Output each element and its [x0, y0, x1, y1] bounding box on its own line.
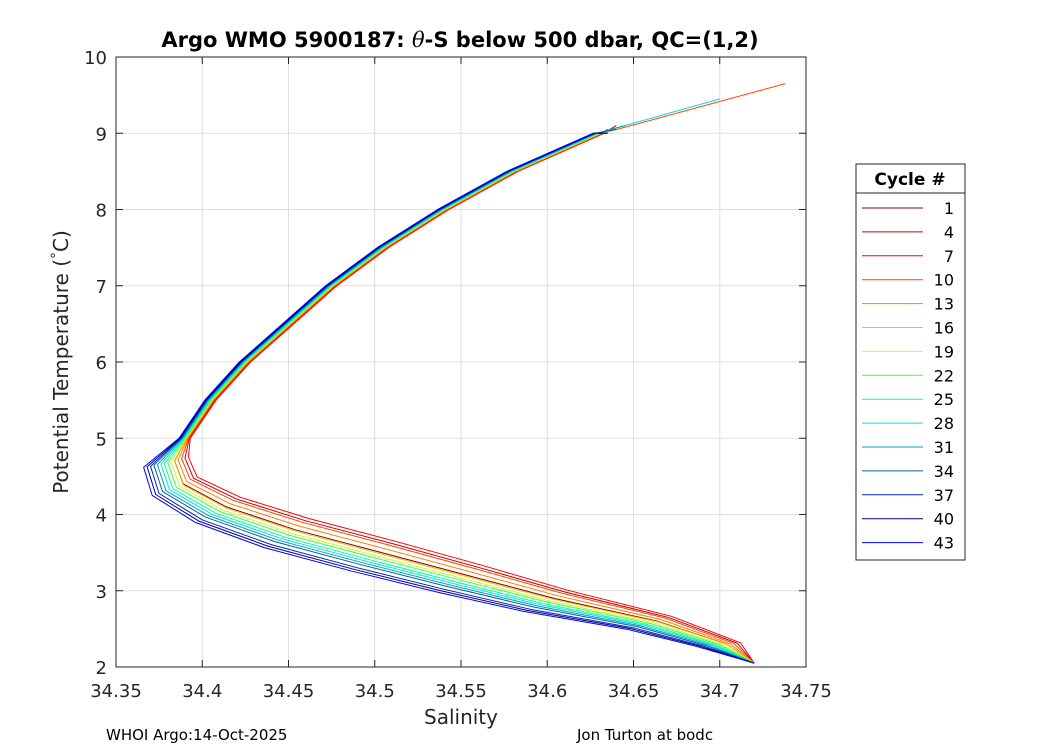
- x-axis-label: Salinity: [424, 705, 498, 729]
- series-lines: [143, 83, 786, 664]
- legend: Cycle # 1 4 7 10 13 16 19 22 25 28 31 34 37 40 43: [855, 163, 966, 561]
- x-tick-label: 34.4: [182, 681, 222, 702]
- y-tick-label: 6: [96, 353, 107, 374]
- y-tick-label: 9: [96, 124, 107, 145]
- y-tick-label: 4: [96, 506, 107, 527]
- legend-entries: 1 4 7 10 13 16 19 22 25 28 31 34 37 40 43: [862, 199, 954, 553]
- legend-label-cycle-25: 25: [934, 390, 954, 409]
- footer-source: WHOI Argo:14-Oct-2025: [106, 726, 288, 744]
- x-tick-label: 34.6: [527, 681, 567, 702]
- legend-label-cycle-40: 40: [934, 510, 954, 529]
- series-line-cycle-7: [188, 129, 755, 664]
- chart-title: Argo WMO 5900187: θ-S below 500 dbar, QC…: [161, 28, 758, 52]
- y-tick-label: 5: [96, 429, 107, 450]
- series-line-cycle-43: [143, 132, 755, 664]
- x-tick-label: 34.65: [608, 681, 660, 702]
- legend-label-cycle-37: 37: [934, 486, 954, 505]
- y-tick-labels: 2 3 4 5 6 7 8 9 10: [84, 48, 107, 679]
- legend-label-cycle-31: 31: [934, 438, 954, 457]
- x-tick-label: 34.75: [780, 681, 832, 702]
- y-tick-label: 10: [84, 48, 107, 69]
- x-tick-label: 34.35: [90, 681, 142, 702]
- legend-label-cycle-19: 19: [934, 342, 954, 361]
- x-tick-label: 34.45: [263, 681, 315, 702]
- y-tick-label: 3: [96, 582, 107, 603]
- legend-label-cycle-16: 16: [934, 319, 954, 338]
- legend-label-cycle-1: 1: [944, 199, 954, 218]
- y-tick-label: 7: [96, 277, 107, 298]
- x-tick-label: 34.7: [700, 681, 740, 702]
- legend-box: [855, 163, 966, 561]
- legend-label-cycle-4: 4: [944, 223, 954, 242]
- legend-label-cycle-22: 22: [934, 366, 954, 385]
- legend-label-cycle-28: 28: [934, 414, 954, 433]
- x-tick-label: 34.55: [435, 681, 487, 702]
- legend-title: Cycle #: [874, 170, 945, 190]
- footer-author: Jon Turton at bodc: [577, 726, 714, 744]
- axis-ticks: [115, 56, 807, 668]
- x-tick-label: 34.5: [355, 681, 395, 702]
- legend-label-cycle-7: 7: [944, 247, 954, 266]
- legend-label-cycle-10: 10: [934, 271, 954, 290]
- y-axis-label: Potential Temperature (°C): [49, 230, 73, 494]
- grid-lines: [116, 57, 806, 667]
- legend-label-cycle-13: 13: [934, 295, 954, 314]
- legend-label-cycle-34: 34: [934, 462, 954, 481]
- y-tick-label: 8: [96, 201, 107, 222]
- y-tick-label: 2: [96, 658, 107, 679]
- x-tick-labels: 34.35 34.4 34.45 34.5 34.55 34.6 34.65 34.7 34.7…: [90, 681, 832, 702]
- theta-symbol: θ: [412, 28, 425, 52]
- legend-label-cycle-43: 43: [934, 534, 954, 553]
- degree-symbol: °: [49, 252, 65, 259]
